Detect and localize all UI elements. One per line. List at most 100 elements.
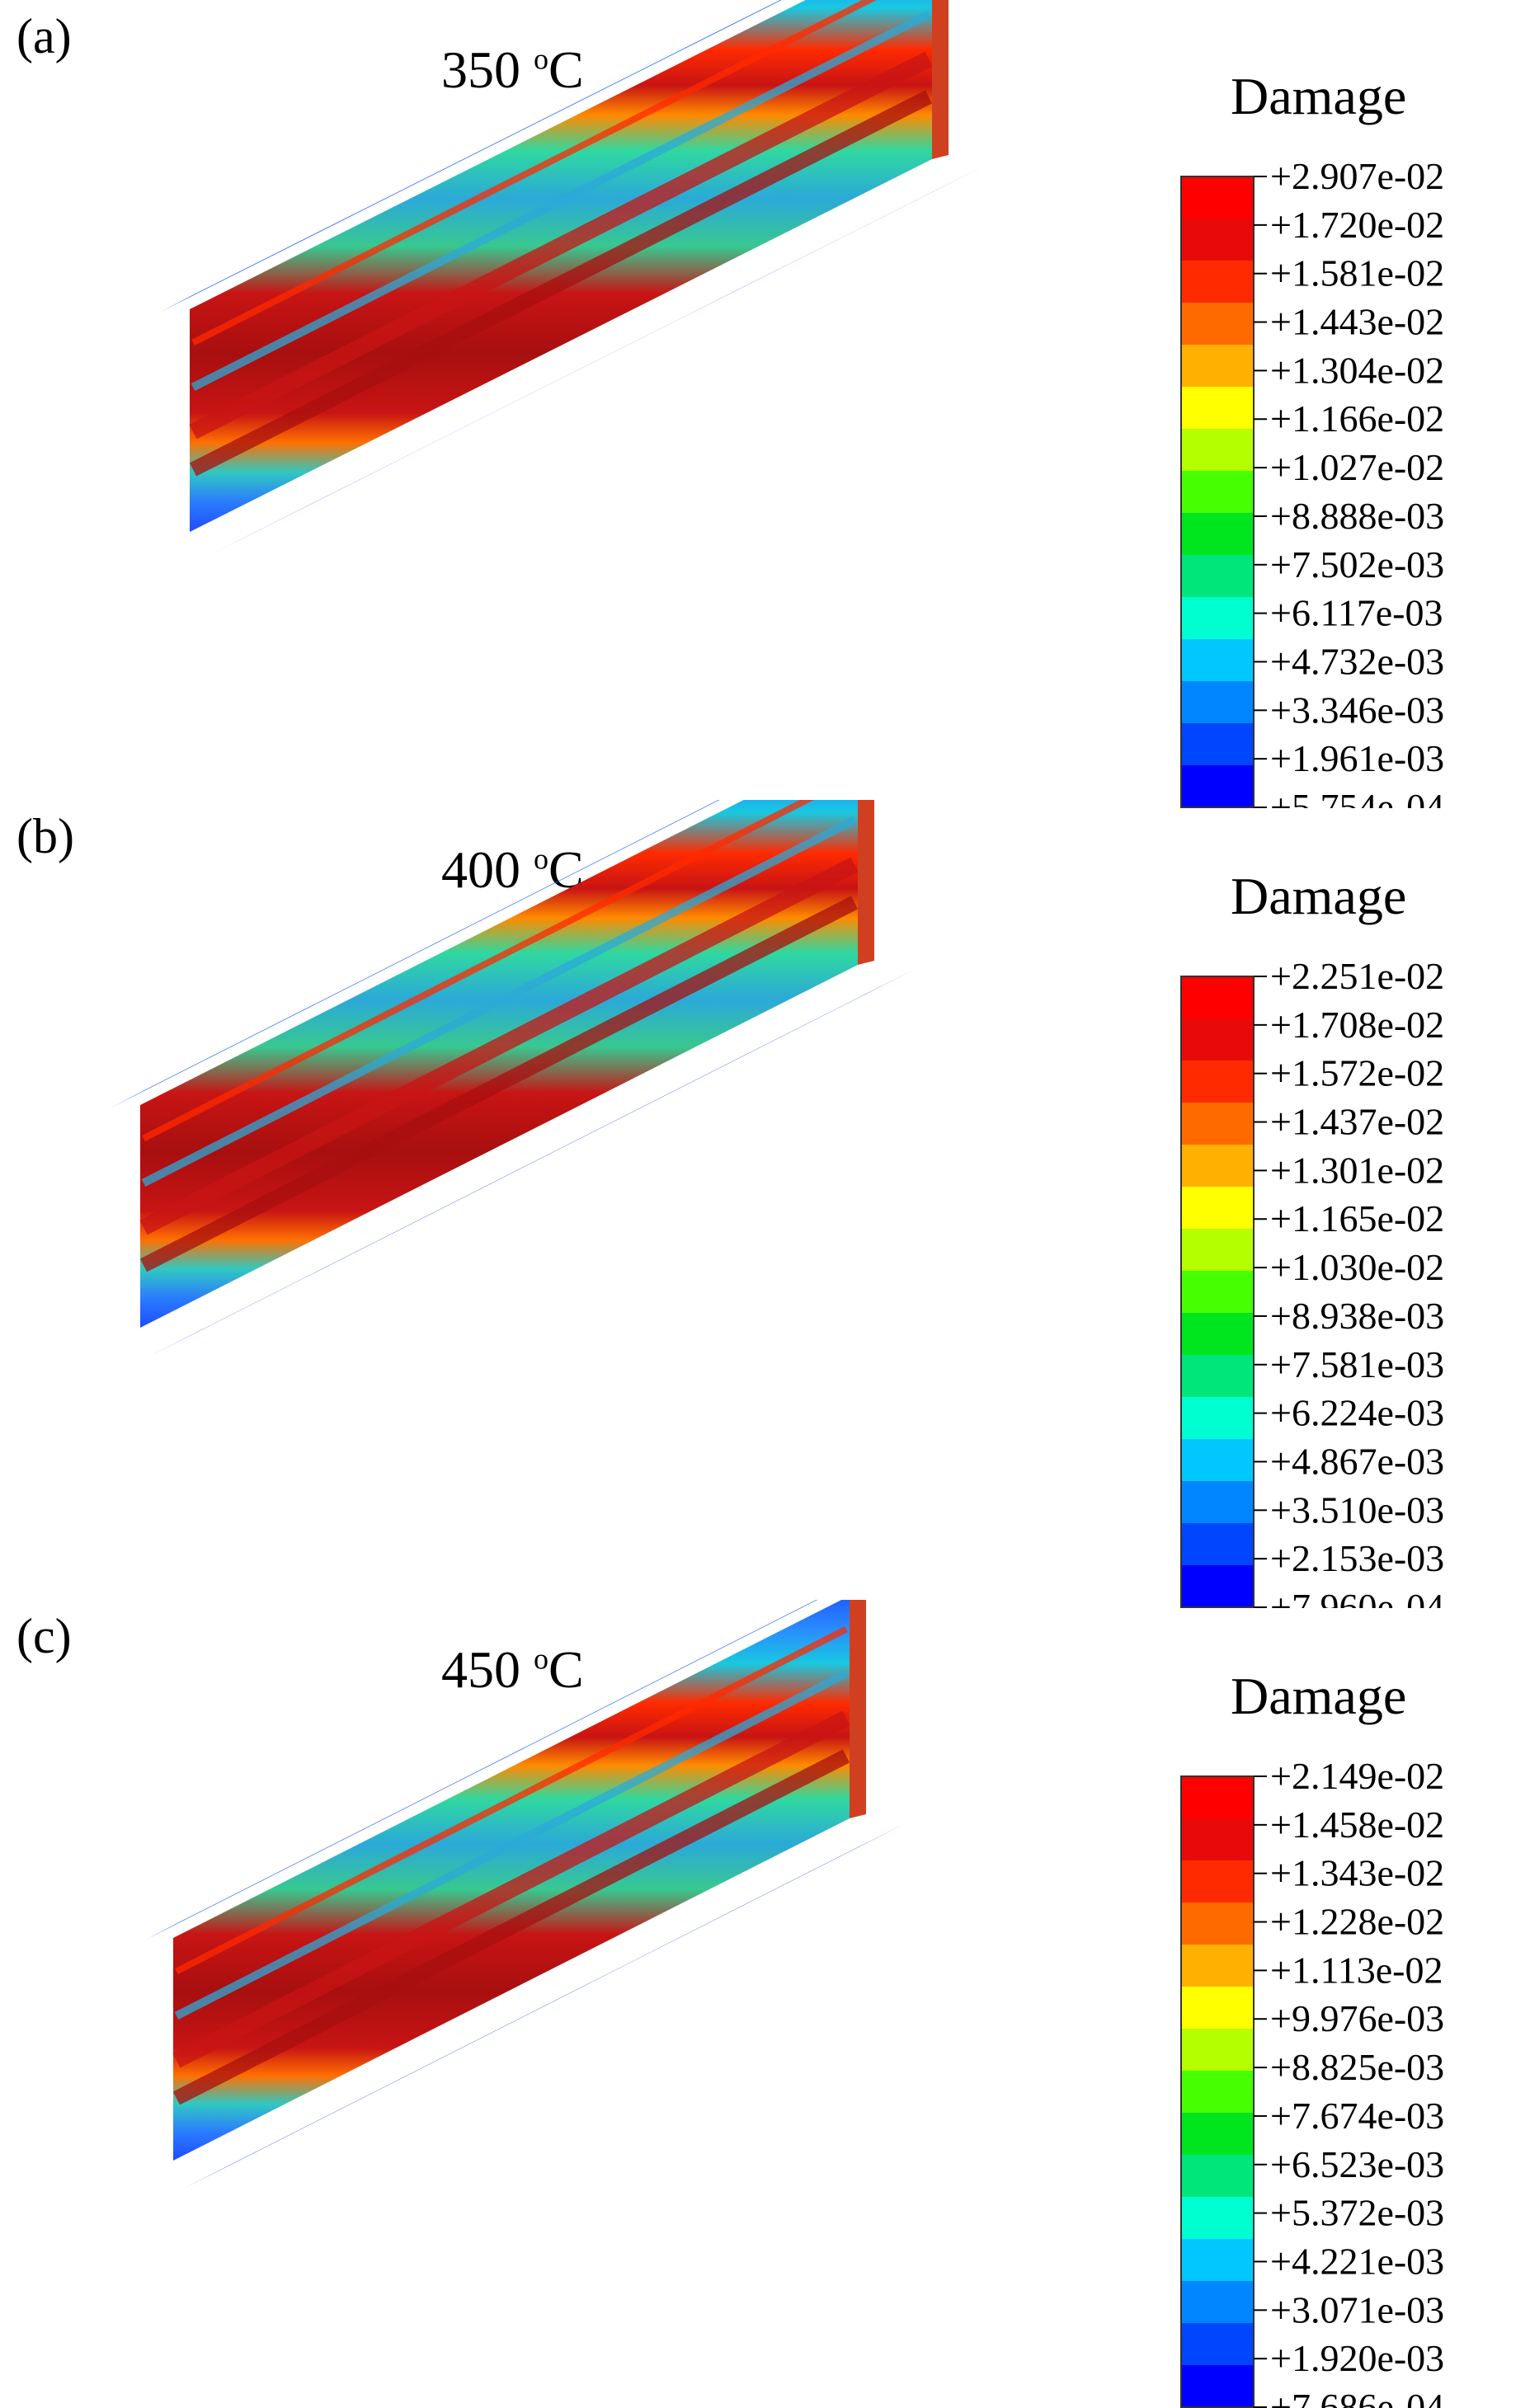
degree-sign: o	[534, 42, 548, 76]
panel-a: (a) 350 oC Damage +2.907e-02 +1.720e-02 +1…	[0, 0, 1530, 808]
legend-tick-label: +6.117e-03	[1270, 592, 1443, 634]
legend-frame	[1180, 976, 1255, 1608]
legend-tick-label: +4.867e-03	[1270, 1440, 1444, 1482]
legend-color-box	[1181, 597, 1254, 639]
bottom-flange	[181, 1822, 907, 2189]
legend-tick-label: +7.960e-04	[1270, 1586, 1444, 1608]
temperature-unit: C	[548, 1640, 584, 1699]
legend-tick-label: +1.030e-02	[1270, 1246, 1444, 1288]
legend-color-box	[1181, 2071, 1254, 2113]
legend-color-box	[1181, 513, 1254, 555]
legend-tick-label: +1.581e-02	[1270, 252, 1444, 294]
damage-band	[189, 90, 933, 477]
top-flange	[144, 1600, 818, 1940]
legend-color-box	[1181, 219, 1254, 261]
legend-color-box	[1181, 2155, 1254, 2197]
legend-tick-label: +1.708e-02	[1270, 1004, 1444, 1046]
damage-legend: Damage +2.251e-02 +1.708e-02 +1.572e-02 +1.…	[1179, 866, 1526, 1608]
legend-tick-label: +7.674e-03	[1270, 2095, 1444, 2137]
damage-band	[139, 857, 859, 1235]
legend-color-box	[1181, 1481, 1254, 1523]
legend-color-box	[1181, 2239, 1254, 2281]
temperature-value: 350	[441, 40, 534, 99]
legend-color-box	[1181, 1860, 1254, 1902]
bottom-flange	[198, 163, 990, 561]
legend-color-box	[1181, 429, 1254, 471]
legend-color-box	[1181, 1565, 1254, 1607]
legend-tick-label: +1.027e-02	[1270, 446, 1444, 488]
damage-band	[175, 1625, 848, 1975]
legend-colorbar: +2.149e-02 +1.458e-02 +1.343e-02 +1.228e-02…	[1180, 1755, 1444, 2408]
legend-color-box	[1181, 1355, 1254, 1397]
legend-tick-label: +2.149e-02	[1270, 1755, 1444, 1797]
legend-tick-label: +6.224e-03	[1270, 1392, 1444, 1434]
temperature-label: 350 oC	[441, 40, 584, 101]
legend-color-box	[1181, 1145, 1254, 1187]
legend-color-box	[1181, 1987, 1254, 2029]
damage-band	[142, 800, 815, 1142]
legend-title: Damage	[1231, 67, 1407, 125]
panel-label: (a)	[16, 9, 72, 63]
temperature-label: 400 oC	[441, 840, 584, 901]
panel-label: (b)	[16, 809, 74, 863]
damage-band	[172, 1749, 850, 2105]
damage-band	[172, 1710, 850, 2068]
legend-color-box	[1181, 2281, 1254, 2323]
damage-legend: Damage +2.149e-02 +1.458e-02 +1.343e-02 +1.…	[1179, 1666, 1526, 2408]
legend-tick-label: +8.825e-03	[1270, 2046, 1444, 2088]
legend-color-box	[1181, 555, 1254, 597]
legend-color-box	[1181, 1945, 1254, 1987]
legend-color-box	[1181, 765, 1254, 807]
legend-color-box	[1181, 1818, 1254, 1860]
top-flange	[111, 800, 720, 1108]
temperature-value: 400	[441, 840, 534, 899]
legend-tick-label: +1.113e-02	[1270, 1949, 1443, 1991]
legend-tick-label: +7.686e-04	[1270, 2386, 1444, 2408]
legend-color-box	[1181, 1902, 1254, 1945]
damage-contour-plot	[161, 0, 990, 561]
degree-sign: o	[534, 842, 548, 876]
legend-tick-label: +5.372e-03	[1270, 2192, 1444, 2234]
legend-color-box	[1181, 1103, 1254, 1145]
beam-end	[932, 0, 949, 159]
legend-tick-label: +5.754e-04	[1270, 786, 1444, 808]
legend-tick-label: +1.437e-02	[1270, 1101, 1444, 1143]
web-face	[140, 800, 858, 1328]
beam-end	[850, 1600, 866, 1818]
temperature-label: 450 oC	[441, 1639, 584, 1700]
legend-tick-label: +3.071e-03	[1270, 2288, 1444, 2330]
legend-color-box	[1181, 2029, 1254, 2071]
legend-tick-label: +1.961e-03	[1270, 737, 1444, 779]
legend-tick-label: +1.301e-02	[1270, 1149, 1444, 1191]
top-flange	[161, 0, 782, 312]
bottom-flange	[148, 969, 916, 1357]
legend-tick-label: +1.343e-02	[1270, 1852, 1444, 1894]
legend-color-box	[1181, 1271, 1254, 1313]
legend-tick-label: +4.221e-03	[1270, 2240, 1444, 2282]
damage-contour-plot	[144, 1600, 907, 2189]
legend-color-box	[1181, 1776, 1254, 1818]
legend-tick-label: +7.502e-03	[1270, 543, 1444, 586]
legend-tick-label: +1.166e-02	[1270, 397, 1444, 440]
legend-title: Damage	[1231, 1667, 1407, 1725]
legend-tick-label: +8.888e-03	[1270, 495, 1444, 537]
legend-tick-label: +7.581e-03	[1270, 1343, 1444, 1385]
legend-color-box	[1181, 345, 1254, 387]
legend-title: Damage	[1231, 867, 1407, 925]
legend-tick-label: +2.251e-02	[1270, 955, 1444, 997]
web-face	[190, 0, 932, 532]
beam-end	[858, 800, 874, 965]
legend-tick-label: +1.443e-02	[1270, 301, 1444, 343]
legend-tick-label: +1.920e-03	[1270, 2337, 1444, 2379]
legend-tick-label: +2.153e-03	[1270, 1537, 1444, 1579]
temperature-unit: C	[548, 40, 584, 99]
legend-color-box	[1181, 1397, 1254, 1439]
legend-color-box	[1181, 2197, 1254, 2239]
legend-tick-label: +9.976e-03	[1270, 1997, 1444, 2039]
legend-color-box	[1181, 261, 1254, 303]
degree-sign: o	[534, 1642, 548, 1676]
legend-tick-label: +1.165e-02	[1270, 1197, 1444, 1239]
damage-band	[174, 1670, 849, 2020]
legend-tick-label: +1.228e-02	[1270, 1901, 1444, 1943]
legend-color-box	[1181, 1061, 1254, 1103]
